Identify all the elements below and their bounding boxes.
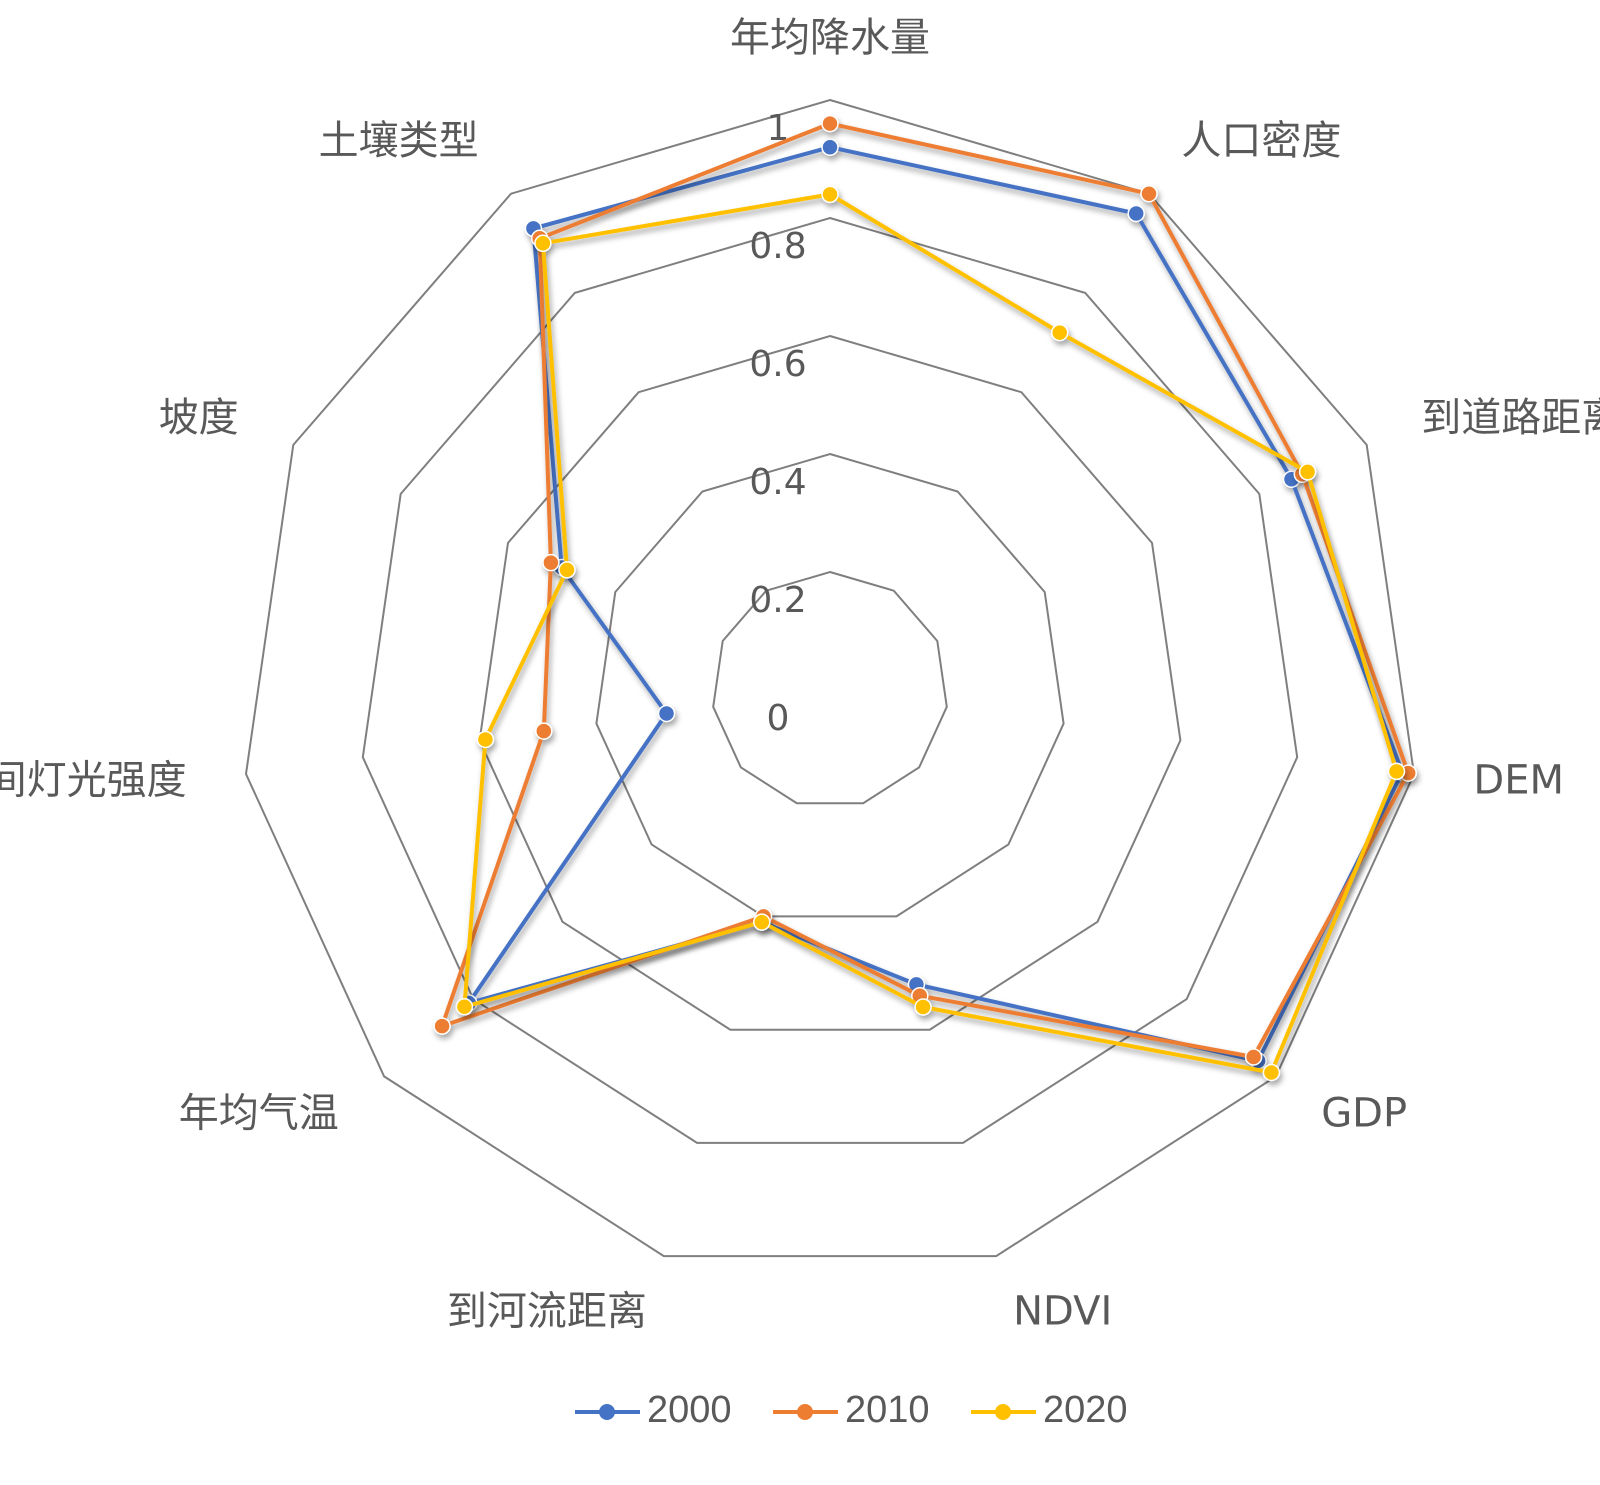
series-line-2000 <box>466 145 1405 1063</box>
point-2020-10 <box>534 234 552 253</box>
grid-ring-0.6 <box>478 334 1182 1031</box>
legend-marker-2020 <box>995 1404 1011 1420</box>
radar-grid <box>244 98 1416 1258</box>
point-2020-3 <box>1387 762 1406 781</box>
data-series <box>433 114 1417 1082</box>
legend-marker-2000 <box>599 1404 615 1420</box>
point-2020-0 <box>821 185 839 204</box>
grid-ring-0.2 <box>712 570 948 805</box>
axis-label-1: 人口密度 <box>1181 118 1341 164</box>
grid-ring-1 <box>244 98 1416 1258</box>
point-2020-4 <box>1262 1063 1281 1082</box>
point-2020-5 <box>914 998 932 1016</box>
series-2010 <box>433 114 1417 1066</box>
tick-label-0.2: 0.2 <box>749 580 806 621</box>
series-2000 <box>460 138 1412 1070</box>
legend-item-2020: 2020 <box>971 1389 1128 1431</box>
point-2010-4 <box>1244 1048 1263 1066</box>
axis-label-10: 土壤类型 <box>319 118 479 164</box>
axis-label-2: 到道路距离 <box>1421 395 1600 441</box>
point-2020-8 <box>476 730 495 749</box>
point-2010-8 <box>535 722 553 740</box>
point-2010-7 <box>433 1017 451 1035</box>
tick-label-1: 1 <box>767 108 790 149</box>
category-axis-labels: 年均降水量人口密度到道路距离 DEM GDP NDVI 到河流距离 年均气温 夜间灯光强度 坡… <box>0 15 1600 1335</box>
point-2020-9 <box>558 561 576 579</box>
legend-marker-2010 <box>797 1404 813 1420</box>
axis-label-6: 到河流距离 <box>447 1289 647 1335</box>
axis-label-8: 夜间灯光强度 <box>0 758 187 804</box>
point-2020-1 <box>1050 323 1069 342</box>
series-2020 <box>455 185 1406 1082</box>
legend-label-2020: 2020 <box>1043 1389 1128 1431</box>
radial-tick-labels: 0 0.2 0.4 0.6 0.8 1 <box>749 108 806 739</box>
point-2010-0 <box>821 114 839 133</box>
grid-ring-0.4 <box>595 452 1065 918</box>
axis-label-7: 年均气温 <box>179 1091 339 1137</box>
point-2020-2 <box>1298 463 1317 481</box>
tick-label-0.4: 0.4 <box>749 462 806 503</box>
tick-label-0.8: 0.8 <box>749 226 806 267</box>
legend-label-2000: 2000 <box>647 1389 732 1431</box>
point-2010-1 <box>1140 184 1158 203</box>
point-2000-0 <box>821 138 839 156</box>
legend-label-2010: 2010 <box>845 1389 930 1431</box>
point-2010-9 <box>542 553 560 572</box>
tick-label-0.6: 0.6 <box>749 344 806 385</box>
series-line-2020 <box>462 192 1399 1075</box>
axis-label-9: 坡度 <box>159 395 239 441</box>
grid-ring-0.8 <box>361 216 1299 1144</box>
legend: 2000 2010 2020 <box>575 1389 1128 1431</box>
legend-item-2000: 2000 <box>575 1389 732 1431</box>
axis-label-3: DEM <box>1473 758 1564 804</box>
point-2000-8 <box>657 704 676 723</box>
tick-label-0: 0 <box>767 698 790 739</box>
point-2020-6 <box>753 913 771 931</box>
axis-label-4: GDP <box>1321 1091 1407 1137</box>
point-2020-7 <box>455 998 474 1016</box>
legend-item-2010: 2010 <box>773 1389 930 1431</box>
point-2000-1 <box>1127 204 1145 223</box>
axis-label-5: NDVI <box>1013 1289 1112 1335</box>
axis-label-0: 年均降水量 <box>730 15 930 61</box>
series-line-2010 <box>440 121 1411 1059</box>
